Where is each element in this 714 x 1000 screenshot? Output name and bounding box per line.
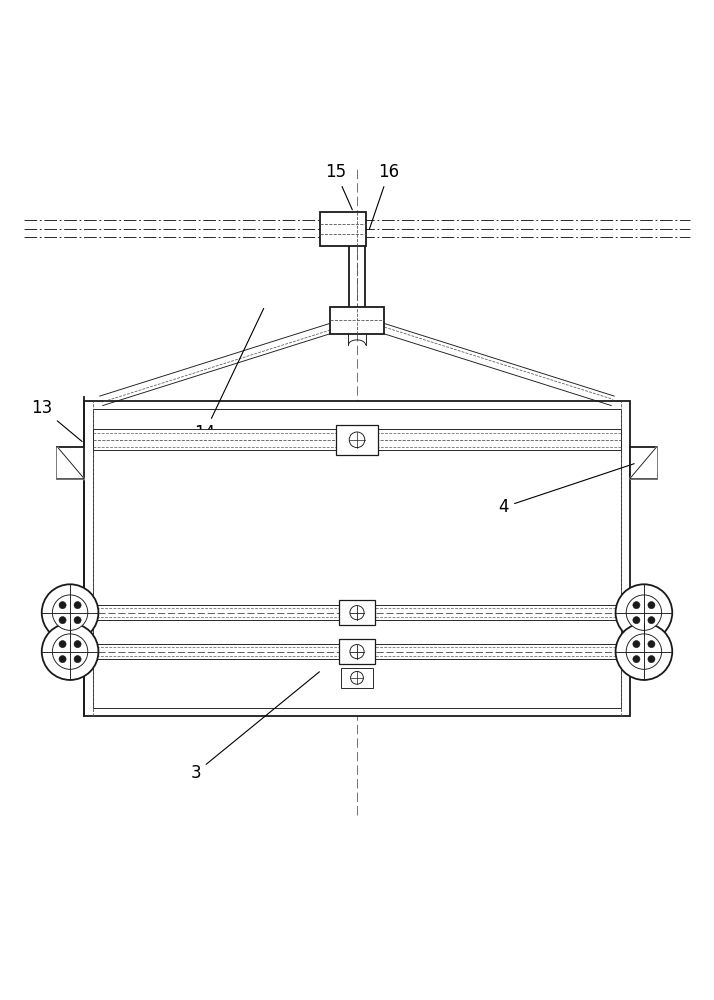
Circle shape [648, 641, 655, 648]
Circle shape [52, 634, 88, 669]
Polygon shape [57, 447, 84, 479]
Circle shape [52, 595, 88, 630]
Bar [320, 212, 366, 246]
Text: 16: 16 [369, 163, 399, 230]
Circle shape [633, 617, 640, 624]
Circle shape [633, 602, 640, 609]
Circle shape [615, 584, 673, 641]
Circle shape [615, 623, 673, 680]
Circle shape [633, 656, 640, 663]
Circle shape [626, 634, 662, 669]
Text: 14: 14 [194, 308, 263, 442]
Bar [84, 401, 630, 716]
Polygon shape [630, 447, 657, 479]
Circle shape [74, 656, 81, 663]
Circle shape [648, 617, 655, 624]
Circle shape [59, 656, 66, 663]
Bar [338, 639, 376, 664]
Bar [93, 409, 621, 708]
Polygon shape [57, 447, 84, 479]
Bar [341, 668, 373, 688]
Text: 3: 3 [191, 672, 319, 782]
Circle shape [350, 606, 364, 620]
Bar [331, 307, 383, 334]
Circle shape [350, 645, 364, 659]
Polygon shape [630, 447, 657, 479]
Text: 13: 13 [31, 399, 82, 442]
Circle shape [74, 617, 81, 624]
Circle shape [351, 671, 363, 684]
Bar [89, 644, 625, 659]
Circle shape [59, 641, 66, 648]
Text: 15: 15 [325, 163, 352, 210]
Circle shape [41, 584, 99, 641]
Circle shape [648, 656, 655, 663]
Text: 4: 4 [498, 464, 634, 516]
Circle shape [633, 641, 640, 648]
Bar [89, 605, 625, 620]
Bar [338, 600, 376, 625]
Circle shape [626, 595, 662, 630]
Bar [93, 429, 621, 450]
Circle shape [74, 641, 81, 648]
Bar [336, 425, 378, 455]
Circle shape [74, 602, 81, 609]
Circle shape [59, 617, 66, 624]
Circle shape [41, 623, 99, 680]
Circle shape [648, 602, 655, 609]
Circle shape [59, 602, 66, 609]
